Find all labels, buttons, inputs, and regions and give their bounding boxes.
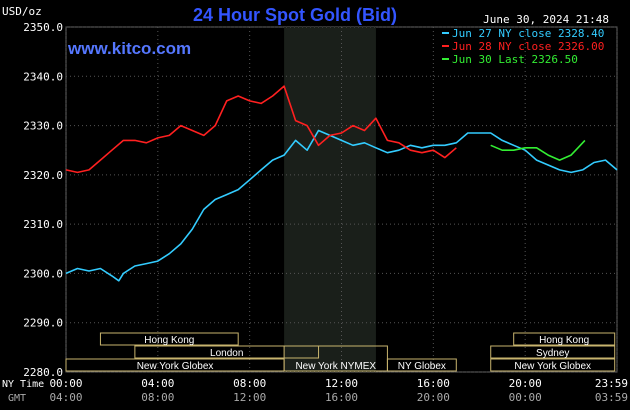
x-tick-label-ny: 20:00 <box>509 377 542 390</box>
x-tick-label-ny: 16:00 <box>417 377 450 390</box>
session-bar <box>134 345 320 359</box>
series-line <box>65 129 618 282</box>
y-axis-unit-label: USD/oz <box>2 5 42 18</box>
x-axis-gmt-label: GMT <box>8 393 26 404</box>
legend-entry: Jun 30 Last 2326.50 <box>452 53 578 66</box>
x-tick-labels: 00:0004:0004:0008:0008:0012:0012:0016:00… <box>49 377 628 404</box>
session-label: New York Globex <box>514 361 591 372</box>
x-tick-label-gmt: 16:00 <box>325 391 358 404</box>
series-line <box>65 85 457 174</box>
session-bar <box>490 345 616 359</box>
source-watermark: www.kitco.com <box>67 39 191 58</box>
session-label: London <box>210 348 243 359</box>
session-bar <box>490 358 616 372</box>
legend-entry: Jun 27 NY close 2328.40 <box>452 27 604 40</box>
x-tick-label-gmt: 20:00 <box>417 391 450 404</box>
x-tick-label-ny: 04:00 <box>141 377 174 390</box>
y-tick-label: 2310.0 <box>23 218 63 231</box>
session-bar <box>386 358 457 372</box>
y-tick-label: 2350.0 <box>23 21 63 34</box>
grid <box>65 26 618 373</box>
session-label: Sydney <box>536 348 569 359</box>
y-tick-label: 2320.0 <box>23 169 63 182</box>
x-tick-label-ny: 08:00 <box>233 377 266 390</box>
x-tick-label-gmt: 00:00 <box>509 391 542 404</box>
series-lines <box>65 85 618 282</box>
x-tick-label-gmt: 04:00 <box>49 391 82 404</box>
y-tick-labels: 2350.0 2340.0 2330.0 2320.0 2310.0 2300.0 2290… <box>23 21 63 379</box>
x-tick-label-gmt: 12:00 <box>233 391 266 404</box>
x-tick-label-ny: 23:59 <box>595 377 628 390</box>
shaded-session-band <box>284 27 376 372</box>
y-tick-label: 2340.0 <box>23 70 63 83</box>
series-line <box>490 139 586 161</box>
x-tick-label-gmt: 08:00 <box>141 391 174 404</box>
session-label: NY Globex <box>398 361 446 372</box>
legend-entry: Jun 28 NY close 2326.00 <box>452 40 604 53</box>
session-label: New York NYMEX <box>295 361 376 372</box>
chart-title: 24 Hour Spot Gold (Bid) <box>193 5 397 25</box>
y-tick-label: 2300.0 <box>23 267 63 280</box>
session-label: Hong Kong <box>144 335 194 346</box>
y-tick-label: 2290.0 <box>23 317 63 330</box>
session-label: New York Globex <box>137 361 214 372</box>
x-tick-label-ny: 00:00 <box>49 377 82 390</box>
y-tick-label: 2330.0 <box>23 120 63 133</box>
session-bars: Hong Kong Hong Kong London Sydney New York G… <box>65 332 616 372</box>
session-bar <box>513 332 616 346</box>
session-bar <box>99 332 239 346</box>
x-axis-ny-label: NY Time <box>2 379 44 390</box>
session-label: Hong Kong <box>539 335 589 346</box>
shaded-session <box>284 27 376 372</box>
x-tick-label-ny: 12:00 <box>325 377 358 390</box>
x-tick-label-gmt: 03:59 <box>595 391 628 404</box>
y-tick-label: 2280.0 <box>23 366 63 379</box>
timestamp: June 30, 2024 21:48 <box>483 13 609 26</box>
